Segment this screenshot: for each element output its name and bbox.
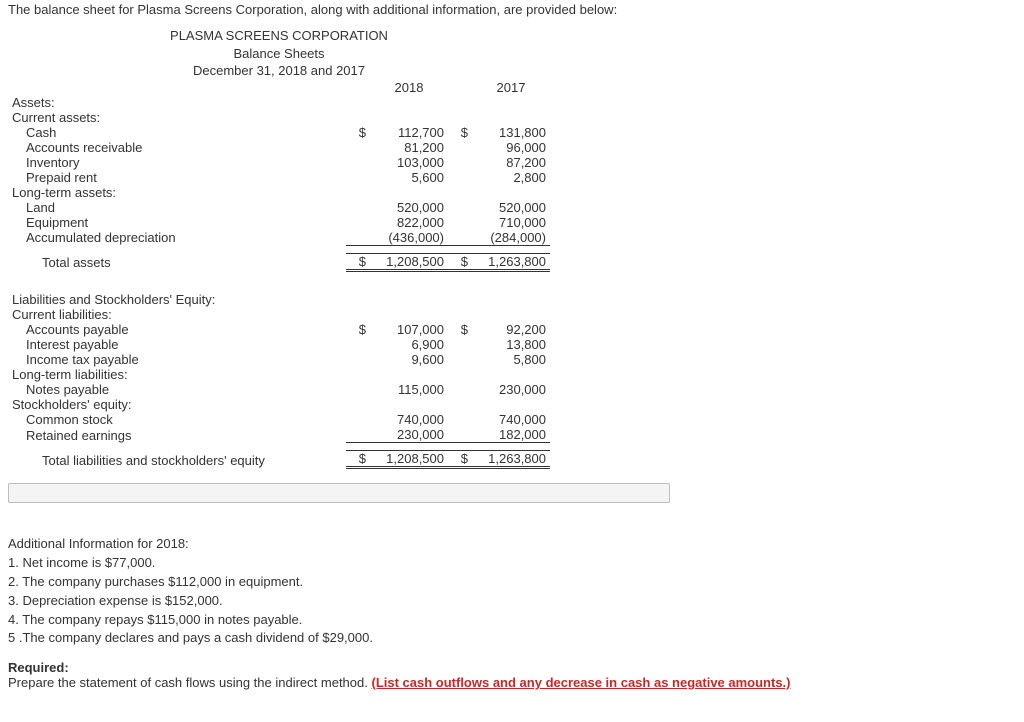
bs-company: PLASMA SCREENS CORPORATION: [8, 27, 550, 45]
section-stockholders: Stockholders' equity:: [8, 397, 346, 412]
row-cash: Cash $112,700 $131,800: [8, 125, 550, 140]
required-note: (List cash outflows and any decrease in …: [371, 675, 790, 690]
required-section: Required: Prepare the statement of cash …: [8, 660, 1016, 690]
section-liab-eq: Liabilities and Stockholders' Equity:: [8, 292, 346, 307]
additional-item-1: 1. Net income is $77,000.: [8, 554, 1016, 573]
balance-sheet: PLASMA SCREENS CORPORATION Balance Sheet…: [8, 27, 550, 469]
col-year-2017: 2017: [472, 80, 550, 95]
additional-info: Additional Information for 2018: 1. Net …: [8, 535, 1016, 648]
additional-item-3: 3. Depreciation expense is $152,000.: [8, 592, 1016, 611]
row-inventory: Inventory 103,000 87,200: [8, 155, 550, 170]
bs-title: Balance Sheets: [8, 45, 550, 63]
balance-sheet-table: 2018 2017 Assets: Current assets: Cash $…: [8, 80, 550, 470]
required-text: Prepare the statement of cash flows usin…: [8, 675, 371, 690]
row-accounts-payable: Accounts payable $107,000 $92,200: [8, 322, 550, 337]
section-long-term-assets: Long-term assets:: [8, 185, 346, 200]
section-current-liab: Current liabilities:: [8, 307, 346, 322]
additional-heading: Additional Information for 2018:: [8, 535, 1016, 554]
col-year-2018: 2018: [370, 80, 448, 95]
row-land: Land 520,000 520,000: [8, 200, 550, 215]
row-total-liab-eq: Total liabilities and stockholders' equi…: [8, 451, 550, 468]
row-total-assets: Total assets $1,208,500 $1,263,800: [8, 253, 550, 270]
required-heading: Required:: [8, 660, 69, 675]
row-equipment: Equipment 822,000 710,000: [8, 215, 550, 230]
row-prepaid-rent: Prepaid rent 5,600 2,800: [8, 170, 550, 185]
row-retained-earnings: Retained earnings 230,000 182,000: [8, 427, 550, 443]
additional-item-5: 5 .The company declares and pays a cash …: [8, 629, 1016, 648]
section-assets: Assets:: [8, 95, 346, 110]
additional-item-2: 2. The company purchases $112,000 in equ…: [8, 573, 1016, 592]
row-accounts-receivable: Accounts receivable 81,200 96,000: [8, 140, 550, 155]
row-interest-payable: Interest payable 6,900 13,800: [8, 337, 550, 352]
row-common-stock: Common stock 740,000 740,000: [8, 412, 550, 427]
row-income-tax-payable: Income tax payable 9,600 5,800: [8, 352, 550, 367]
section-current-assets: Current assets:: [8, 110, 346, 125]
row-accumulated-depreciation: Accumulated depreciation (436,000) (284,…: [8, 230, 550, 246]
intro-text: The balance sheet for Plasma Screens Cor…: [8, 2, 1016, 17]
bs-dates: December 31, 2018 and 2017: [8, 62, 550, 80]
section-long-term-liab: Long-term liabilities:: [8, 367, 346, 382]
horizontal-scrollbar[interactable]: [8, 483, 670, 503]
additional-item-4: 4. The company repays $115,000 in notes …: [8, 611, 1016, 630]
row-notes-payable: Notes payable 115,000 230,000: [8, 382, 550, 397]
